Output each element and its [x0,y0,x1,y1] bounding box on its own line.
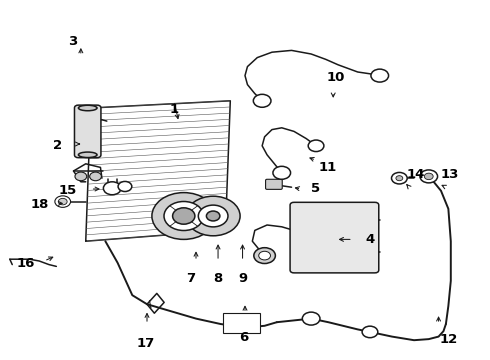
Circle shape [90,172,101,181]
Bar [223,313,260,333]
Circle shape [392,172,407,184]
Circle shape [259,251,270,260]
Circle shape [172,208,195,224]
Text: 13: 13 [441,168,459,181]
Circle shape [118,181,132,192]
Circle shape [371,69,389,82]
FancyBboxPatch shape [290,202,379,273]
Circle shape [55,196,71,207]
Text: 3: 3 [68,35,77,48]
Text: 17: 17 [137,337,155,350]
Circle shape [198,205,228,227]
Circle shape [103,182,121,195]
Circle shape [424,173,433,180]
Text: 14: 14 [406,168,425,181]
Circle shape [58,198,67,205]
Ellipse shape [78,105,97,111]
Text: 18: 18 [31,198,49,211]
Text: 15: 15 [58,184,77,197]
Text: 11: 11 [318,161,337,174]
Ellipse shape [78,152,97,158]
Circle shape [362,326,378,338]
Text: 7: 7 [187,273,196,285]
FancyBboxPatch shape [266,179,282,189]
Text: 2: 2 [53,139,62,152]
Circle shape [396,176,403,181]
Circle shape [186,196,240,236]
Circle shape [308,140,324,152]
Text: 12: 12 [439,333,458,346]
Text: 5: 5 [312,183,320,195]
Text: 9: 9 [238,273,247,285]
Text: 16: 16 [16,257,35,270]
Circle shape [420,170,438,183]
Circle shape [75,172,87,181]
Circle shape [273,166,291,179]
Circle shape [164,202,203,230]
Circle shape [253,94,271,107]
Circle shape [302,312,320,325]
Circle shape [206,211,220,221]
Text: 10: 10 [326,71,345,84]
Text: 6: 6 [240,331,248,344]
Text: 1: 1 [170,103,178,116]
FancyBboxPatch shape [74,105,101,158]
Text: 4: 4 [366,233,374,246]
Text: 8: 8 [214,273,222,285]
Circle shape [152,193,216,239]
Circle shape [254,248,275,264]
